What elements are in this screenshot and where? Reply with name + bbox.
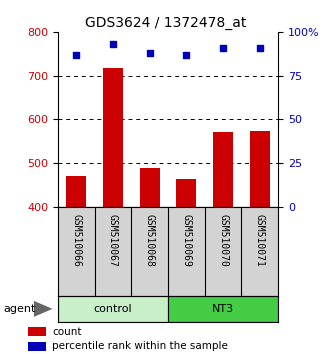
Text: count: count — [52, 327, 82, 337]
Bar — [250, 131, 270, 207]
Point — [110, 41, 116, 47]
Bar — [176, 179, 196, 207]
Text: GSM510067: GSM510067 — [108, 214, 118, 267]
Polygon shape — [34, 301, 53, 317]
Text: NT3: NT3 — [212, 304, 234, 314]
Bar — [140, 168, 160, 207]
Text: GDS3624 / 1372478_at: GDS3624 / 1372478_at — [85, 16, 246, 30]
Text: percentile rank within the sample: percentile rank within the sample — [52, 341, 228, 352]
Text: GSM510069: GSM510069 — [181, 214, 191, 267]
Text: control: control — [94, 304, 132, 314]
Bar — [66, 176, 86, 207]
Bar — [168, 296, 278, 322]
Point — [184, 52, 189, 57]
Bar — [58, 296, 168, 322]
Text: GSM510066: GSM510066 — [71, 214, 81, 267]
Text: GSM510070: GSM510070 — [218, 214, 228, 267]
Bar — [213, 132, 233, 207]
Bar — [28, 327, 46, 336]
Text: agent: agent — [3, 304, 36, 314]
Text: GSM510071: GSM510071 — [255, 214, 265, 267]
Bar — [28, 342, 46, 351]
Point — [73, 52, 79, 57]
Point — [147, 50, 152, 56]
Text: GSM510068: GSM510068 — [145, 214, 155, 267]
Point — [220, 45, 226, 51]
Point — [257, 45, 262, 51]
Bar — [103, 68, 123, 207]
